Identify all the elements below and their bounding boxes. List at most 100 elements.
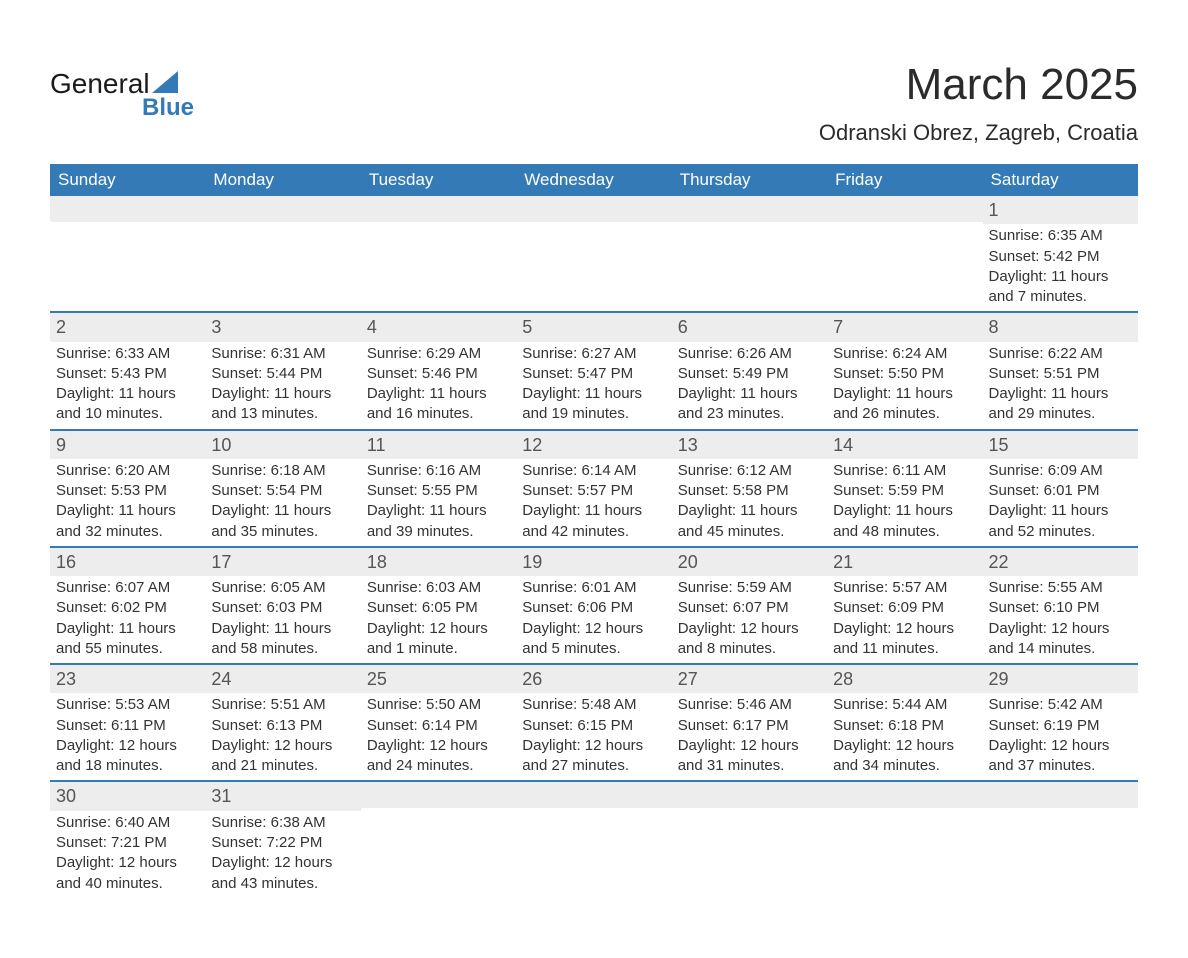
day-cell: 13Sunrise: 6:12 AMSunset: 5:58 PMDayligh… xyxy=(672,431,827,546)
day-number: 24 xyxy=(205,665,360,693)
sunrise-line: Sunrise: 5:48 AM xyxy=(522,695,663,715)
sunset-label: Sunset: xyxy=(989,599,1044,616)
sunrise-line: Sunrise: 6:27 AM xyxy=(522,344,663,364)
sunset-value: 5:58 PM xyxy=(733,482,789,499)
day-number: 28 xyxy=(827,665,982,693)
sunrise-value: 6:12 AM xyxy=(737,462,792,479)
sunset-line: Sunset: 7:22 PM xyxy=(211,833,352,853)
sunrise-line: Sunrise: 6:38 AM xyxy=(211,813,352,833)
sunset-value: 6:06 PM xyxy=(577,599,633,616)
week-row: 16Sunrise: 6:07 AMSunset: 6:02 PMDayligh… xyxy=(50,546,1138,663)
week-row: 1Sunrise: 6:35 AMSunset: 5:42 PMDaylight… xyxy=(50,196,1138,311)
day-number xyxy=(516,782,671,808)
sunset-label: Sunset: xyxy=(833,365,888,382)
sunset-line: Sunset: 5:54 PM xyxy=(211,481,352,501)
sunrise-value: 6:16 AM xyxy=(426,462,481,479)
sunset-line: Sunset: 5:42 PM xyxy=(989,247,1130,267)
daylight-label: Daylight: xyxy=(522,385,585,402)
sunrise-label: Sunrise: xyxy=(522,696,581,713)
sunset-value: 6:01 PM xyxy=(1044,482,1100,499)
sunset-value: 6:07 PM xyxy=(733,599,789,616)
sunrise-line: Sunrise: 5:57 AM xyxy=(833,578,974,598)
day-data: Sunrise: 5:42 AMSunset: 6:19 PMDaylight:… xyxy=(983,693,1138,780)
sunrise-value: 5:42 AM xyxy=(1048,696,1103,713)
title-block: March 2025 Odranski Obrez, Zagreb, Croat… xyxy=(819,60,1138,146)
day-data: Sunrise: 6:26 AMSunset: 5:49 PMDaylight:… xyxy=(672,342,827,429)
daylight-label: Daylight: xyxy=(367,737,430,754)
daylight-line: Daylight: 12 hours and 43 minutes. xyxy=(211,853,352,894)
sunrise-label: Sunrise: xyxy=(56,345,115,362)
day-data: Sunrise: 6:27 AMSunset: 5:47 PMDaylight:… xyxy=(516,342,671,429)
sunset-label: Sunset: xyxy=(989,717,1044,734)
daylight-label: Daylight: xyxy=(833,620,896,637)
day-cell: 28Sunrise: 5:44 AMSunset: 6:18 PMDayligh… xyxy=(827,665,982,780)
sunset-value: 6:19 PM xyxy=(1044,717,1100,734)
sunrise-value: 6:38 AM xyxy=(271,814,326,831)
sunrise-value: 6:35 AM xyxy=(1048,227,1103,244)
sunset-label: Sunset: xyxy=(678,717,733,734)
sunset-line: Sunset: 6:07 PM xyxy=(678,598,819,618)
sunset-line: Sunset: 6:11 PM xyxy=(56,716,197,736)
day-cell: 6Sunrise: 6:26 AMSunset: 5:49 PMDaylight… xyxy=(672,313,827,428)
sunrise-line: Sunrise: 6:26 AM xyxy=(678,344,819,364)
sunrise-line: Sunrise: 5:59 AM xyxy=(678,578,819,598)
day-data xyxy=(672,222,827,228)
sunset-line: Sunset: 6:10 PM xyxy=(989,598,1130,618)
daylight-line: Daylight: 12 hours and 21 minutes. xyxy=(211,736,352,777)
sunset-value: 5:54 PM xyxy=(266,482,322,499)
daylight-line: Daylight: 11 hours and 7 minutes. xyxy=(989,267,1130,308)
day-data: Sunrise: 6:01 AMSunset: 6:06 PMDaylight:… xyxy=(516,576,671,663)
day-cell: 12Sunrise: 6:14 AMSunset: 5:57 PMDayligh… xyxy=(516,431,671,546)
sunset-value: 5:46 PM xyxy=(422,365,478,382)
sunrise-value: 5:46 AM xyxy=(737,696,792,713)
day-cell: 1Sunrise: 6:35 AMSunset: 5:42 PMDaylight… xyxy=(983,196,1138,311)
day-cell: 26Sunrise: 5:48 AMSunset: 6:15 PMDayligh… xyxy=(516,665,671,780)
day-cell: 9Sunrise: 6:20 AMSunset: 5:53 PMDaylight… xyxy=(50,431,205,546)
sunrise-line: Sunrise: 6:16 AM xyxy=(367,461,508,481)
daylight-label: Daylight: xyxy=(989,737,1052,754)
brand-name-part2: Blue xyxy=(142,94,194,122)
sunset-label: Sunset: xyxy=(211,482,266,499)
daylight-line: Daylight: 11 hours and 45 minutes. xyxy=(678,501,819,542)
sunrise-label: Sunrise: xyxy=(989,579,1048,596)
day-cell: 15Sunrise: 6:09 AMSunset: 6:01 PMDayligh… xyxy=(983,431,1138,546)
day-cell: 19Sunrise: 6:01 AMSunset: 6:06 PMDayligh… xyxy=(516,548,671,663)
sunset-value: 5:49 PM xyxy=(733,365,789,382)
day-data: Sunrise: 5:46 AMSunset: 6:17 PMDaylight:… xyxy=(672,693,827,780)
sunset-line: Sunset: 6:15 PM xyxy=(522,716,663,736)
sunrise-value: 6:31 AM xyxy=(271,345,326,362)
sunset-label: Sunset: xyxy=(678,599,733,616)
daylight-line: Daylight: 11 hours and 42 minutes. xyxy=(522,501,663,542)
sunset-value: 5:43 PM xyxy=(111,365,167,382)
day-cell: 17Sunrise: 6:05 AMSunset: 6:03 PMDayligh… xyxy=(205,548,360,663)
sunset-value: 6:03 PM xyxy=(266,599,322,616)
sunset-value: 5:53 PM xyxy=(111,482,167,499)
day-data: Sunrise: 6:29 AMSunset: 5:46 PMDaylight:… xyxy=(361,342,516,429)
sunset-label: Sunset: xyxy=(56,717,111,734)
day-data: Sunrise: 6:20 AMSunset: 5:53 PMDaylight:… xyxy=(50,459,205,546)
daylight-label: Daylight: xyxy=(989,620,1052,637)
sunset-line: Sunset: 6:09 PM xyxy=(833,598,974,618)
day-data: Sunrise: 6:16 AMSunset: 5:55 PMDaylight:… xyxy=(361,459,516,546)
sunrise-line: Sunrise: 6:33 AM xyxy=(56,344,197,364)
daylight-label: Daylight: xyxy=(989,268,1052,285)
day-number: 7 xyxy=(827,313,982,341)
sunrise-line: Sunrise: 6:29 AM xyxy=(367,344,508,364)
day-number: 15 xyxy=(983,431,1138,459)
day-cell: 16Sunrise: 6:07 AMSunset: 6:02 PMDayligh… xyxy=(50,548,205,663)
day-number: 2 xyxy=(50,313,205,341)
sunrise-value: 6:11 AM xyxy=(892,462,946,479)
daylight-line: Daylight: 11 hours and 35 minutes. xyxy=(211,501,352,542)
sunset-value: 5:57 PM xyxy=(577,482,633,499)
daylight-label: Daylight: xyxy=(56,385,119,402)
sunset-label: Sunset: xyxy=(367,482,422,499)
day-data: Sunrise: 6:18 AMSunset: 5:54 PMDaylight:… xyxy=(205,459,360,546)
day-number: 14 xyxy=(827,431,982,459)
sunset-line: Sunset: 6:01 PM xyxy=(989,481,1130,501)
sunrise-label: Sunrise: xyxy=(678,462,737,479)
day-number xyxy=(205,196,360,222)
day-number: 1 xyxy=(983,196,1138,224)
daylight-label: Daylight: xyxy=(56,854,119,871)
sunrise-label: Sunrise: xyxy=(833,462,892,479)
day-data: Sunrise: 5:48 AMSunset: 6:15 PMDaylight:… xyxy=(516,693,671,780)
